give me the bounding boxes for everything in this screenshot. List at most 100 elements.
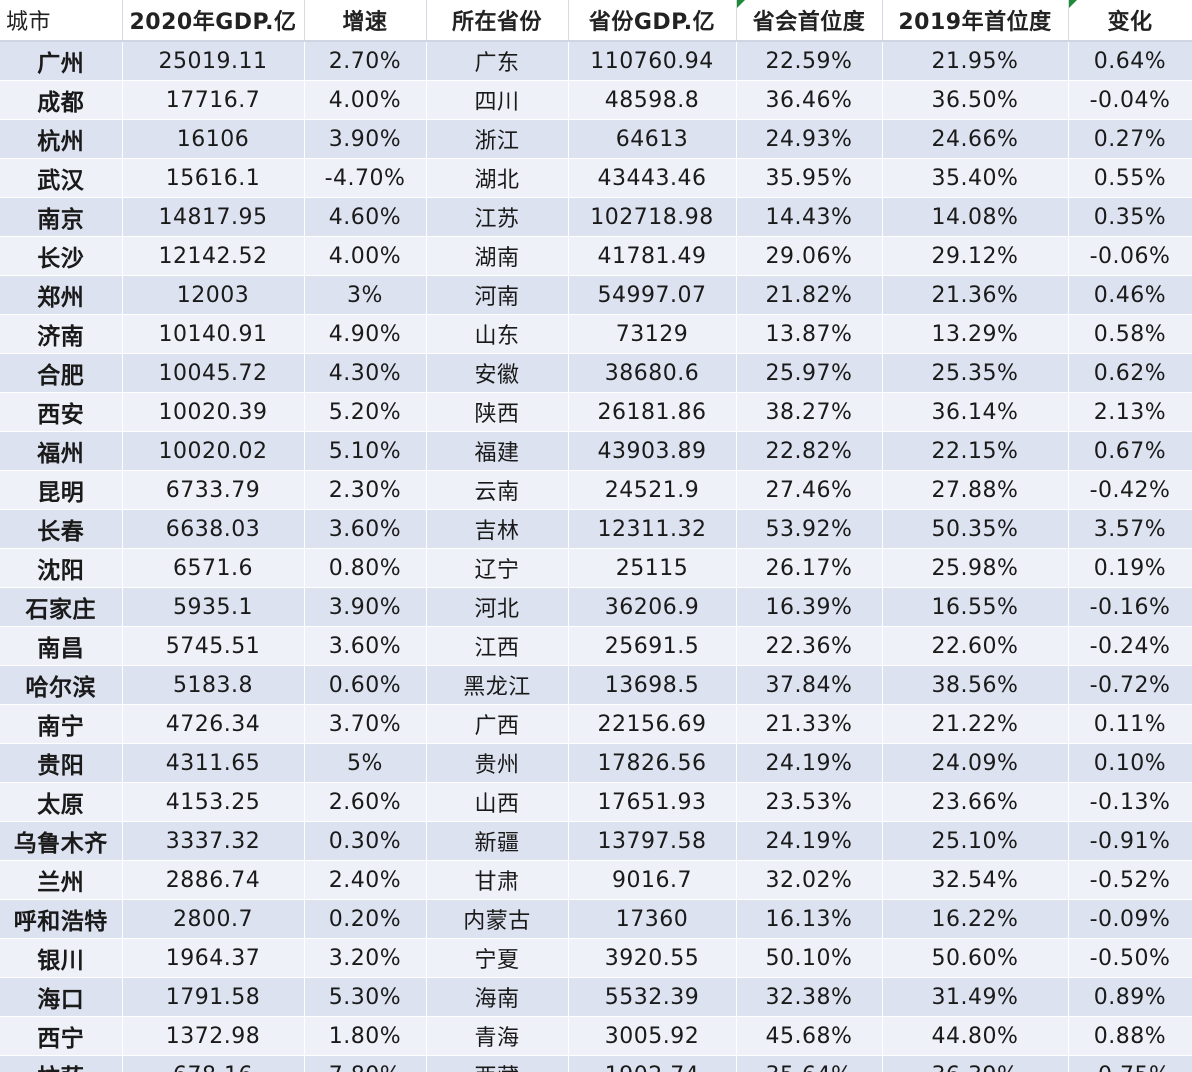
primacy-2019-cell: 44.80% (882, 1016, 1069, 1056)
table-row: 昆明 6733.79 2.30% 云南 24521.9 27.46% 27.88% -0.42… (0, 470, 1192, 510)
gdp-2020-cell: 10140.91 (122, 314, 305, 354)
change-cell: 0.88% (1068, 1016, 1192, 1056)
table-row: 银川 1964.37 3.20% 宁夏 3920.55 50.10% 50.60% -0.50… (0, 938, 1192, 978)
gdp-2020-cell: 2800.7 (122, 899, 305, 939)
growth-cell: 3.70% (304, 704, 427, 744)
primacy-2019-cell: 21.22% (882, 704, 1069, 744)
province-gdp-cell: 54997.07 (568, 275, 737, 315)
city-cell: 石家庄 (0, 587, 123, 627)
province-cell: 黑龙江 (426, 665, 569, 705)
primacy-cell: 21.82% (736, 275, 883, 315)
primacy-2019-cell: 25.35% (882, 353, 1069, 393)
city-cell: 南宁 (0, 704, 123, 744)
primacy-2019-cell: 22.60% (882, 626, 1069, 666)
primacy-cell: 45.68% (736, 1016, 883, 1056)
province-gdp-cell: 64613 (568, 119, 737, 159)
primacy-2019-cell: 36.39% (882, 1055, 1069, 1072)
primacy-2019-cell: 24.66% (882, 119, 1069, 159)
city-cell: 呼和浩特 (0, 899, 123, 939)
province-gdp-cell: 25691.5 (568, 626, 737, 666)
change-cell: 0.10% (1068, 743, 1192, 783)
change-cell: 0.62% (1068, 353, 1192, 393)
change-cell: 0.46% (1068, 275, 1192, 315)
growth-cell: 2.70% (304, 41, 427, 81)
province-gdp-cell: 17360 (568, 899, 737, 939)
province-gdp-cell: 12311.32 (568, 509, 737, 549)
city-cell: 合肥 (0, 353, 123, 393)
change-cell: -0.04% (1068, 80, 1192, 120)
primacy-2019-cell: 38.56% (882, 665, 1069, 705)
province-cell: 浙江 (426, 119, 569, 159)
gdp-2020-cell: 4311.65 (122, 743, 305, 783)
primacy-2019-cell: 24.09% (882, 743, 1069, 783)
table-row: 西宁 1372.98 1.80% 青海 3005.92 45.68% 44.80% 0.88% (0, 1016, 1192, 1056)
primacy-2019-cell: 23.66% (882, 782, 1069, 822)
column-header-province: 所在省份 (426, 0, 569, 42)
growth-cell: 3% (304, 275, 427, 315)
growth-cell: 5% (304, 743, 427, 783)
primacy-cell: 53.92% (736, 509, 883, 549)
table-row: 沈阳 6571.6 0.80% 辽宁 25115 26.17% 25.98% 0.19% (0, 548, 1192, 588)
primacy-cell: 32.02% (736, 860, 883, 900)
province-cell: 甘肃 (426, 860, 569, 900)
province-cell: 云南 (426, 470, 569, 510)
change-cell: -0.13% (1068, 782, 1192, 822)
city-cell: 南昌 (0, 626, 123, 666)
gdp-2020-cell: 678.16 (122, 1055, 305, 1072)
growth-cell: 5.20% (304, 392, 427, 432)
table-row: 杭州 16106 3.90% 浙江 64613 24.93% 24.66% 0.27% (0, 119, 1192, 159)
gdp-2020-cell: 14817.95 (122, 197, 305, 237)
gdp-2020-cell: 12003 (122, 275, 305, 315)
province-gdp-cell: 13698.5 (568, 665, 737, 705)
primacy-cell: 50.10% (736, 938, 883, 978)
city-cell: 海口 (0, 977, 123, 1017)
province-gdp-cell: 13797.58 (568, 821, 737, 861)
city-cell: 济南 (0, 314, 123, 354)
primacy-cell: 24.19% (736, 821, 883, 861)
table-header: 城市 2020年GDP.亿 增速 所在省份 省份GDP.亿 省会首位度 2019… (0, 0, 1192, 42)
change-cell: 0.89% (1068, 977, 1192, 1017)
province-cell: 山东 (426, 314, 569, 354)
province-cell: 福建 (426, 431, 569, 471)
table-row: 兰州 2886.74 2.40% 甘肃 9016.7 32.02% 32.54% -0.52% (0, 860, 1192, 900)
province-cell: 山西 (426, 782, 569, 822)
province-gdp-cell: 17651.93 (568, 782, 737, 822)
primacy-cell: 13.87% (736, 314, 883, 354)
header-row: 城市 2020年GDP.亿 增速 所在省份 省份GDP.亿 省会首位度 2019… (0, 0, 1192, 42)
province-gdp-cell: 73129 (568, 314, 737, 354)
city-cell: 成都 (0, 80, 123, 120)
province-cell: 海南 (426, 977, 569, 1017)
province-gdp-cell: 38680.6 (568, 353, 737, 393)
gdp-2020-cell: 10045.72 (122, 353, 305, 393)
primacy-2019-cell: 32.54% (882, 860, 1069, 900)
city-cell: 西安 (0, 392, 123, 432)
change-cell: -0.50% (1068, 938, 1192, 978)
primacy-cell: 16.13% (736, 899, 883, 939)
change-cell: 3.57% (1068, 509, 1192, 549)
city-cell: 乌鲁木齐 (0, 821, 123, 861)
growth-cell: 4.00% (304, 80, 427, 120)
change-cell: 0.19% (1068, 548, 1192, 588)
city-cell: 昆明 (0, 470, 123, 510)
city-cell: 贵阳 (0, 743, 123, 783)
province-gdp-cell: 36206.9 (568, 587, 737, 627)
city-cell: 拉萨 (0, 1055, 123, 1072)
primacy-2019-cell: 35.40% (882, 158, 1069, 198)
primacy-cell: 23.53% (736, 782, 883, 822)
table-row: 合肥 10045.72 4.30% 安徽 38680.6 25.97% 25.35% 0.62… (0, 353, 1192, 393)
city-cell: 南京 (0, 197, 123, 237)
primacy-2019-cell: 50.60% (882, 938, 1069, 978)
province-cell: 湖南 (426, 236, 569, 276)
primacy-2019-cell: 50.35% (882, 509, 1069, 549)
primacy-cell: 22.36% (736, 626, 883, 666)
province-cell: 河北 (426, 587, 569, 627)
primacy-2019-cell: 21.95% (882, 41, 1069, 81)
table-row: 南京 14817.95 4.60% 江苏 102718.98 14.43% 14.08% 0.… (0, 197, 1192, 237)
gdp-2020-cell: 5183.8 (122, 665, 305, 705)
province-gdp-cell: 43903.89 (568, 431, 737, 471)
province-cell: 新疆 (426, 821, 569, 861)
city-cell: 太原 (0, 782, 123, 822)
change-cell: 0.67% (1068, 431, 1192, 471)
province-gdp-cell: 25115 (568, 548, 737, 588)
